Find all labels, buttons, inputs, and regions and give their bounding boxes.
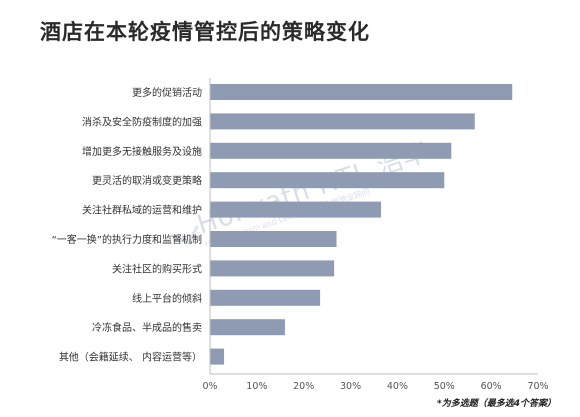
x-tick-label: 10% (246, 381, 267, 392)
category-label: 其他（会籍延续、 内容运营等） (59, 351, 202, 364)
x-tick-label: 50% (434, 381, 455, 392)
bar (210, 319, 285, 336)
x-tick-label: 40% (387, 381, 408, 392)
bar (210, 172, 445, 189)
bar (210, 142, 452, 159)
category-label: 线上平台的倾斜 (132, 292, 202, 305)
x-tick-label: 20% (293, 381, 314, 392)
bar (210, 201, 382, 218)
x-tick-label: 30% (340, 381, 361, 392)
category-label: 冷冻食品、半成品的售卖 (92, 321, 202, 334)
x-tick-label: 0% (202, 381, 217, 392)
x-tick-label: 60% (481, 381, 502, 392)
bar (210, 348, 225, 365)
category-label: 关注社区的购买形式 (112, 262, 202, 275)
x-tick-label: 70% (527, 381, 548, 392)
bar (210, 231, 337, 247)
category-label: 关注社群私域的运营和维护 (82, 204, 202, 217)
category-label: 消杀及安全防疫制度的加强 (82, 115, 202, 128)
bar (210, 113, 475, 130)
category-label: “一客一换”的执行力度和监督机制 (52, 233, 202, 246)
category-label: 更多的促销活动 (132, 86, 202, 99)
footnote: *为多选题（最多选4个答案） (437, 399, 556, 409)
bar (210, 260, 335, 277)
bar (210, 289, 321, 306)
category-label: 更灵活的取消或变更策略 (92, 174, 202, 187)
chart-title: 酒店在本轮疫情管控后的策略变化 (40, 20, 370, 44)
category-label: 增加更多无接触服务及设施 (82, 145, 202, 158)
bar (210, 84, 513, 100)
